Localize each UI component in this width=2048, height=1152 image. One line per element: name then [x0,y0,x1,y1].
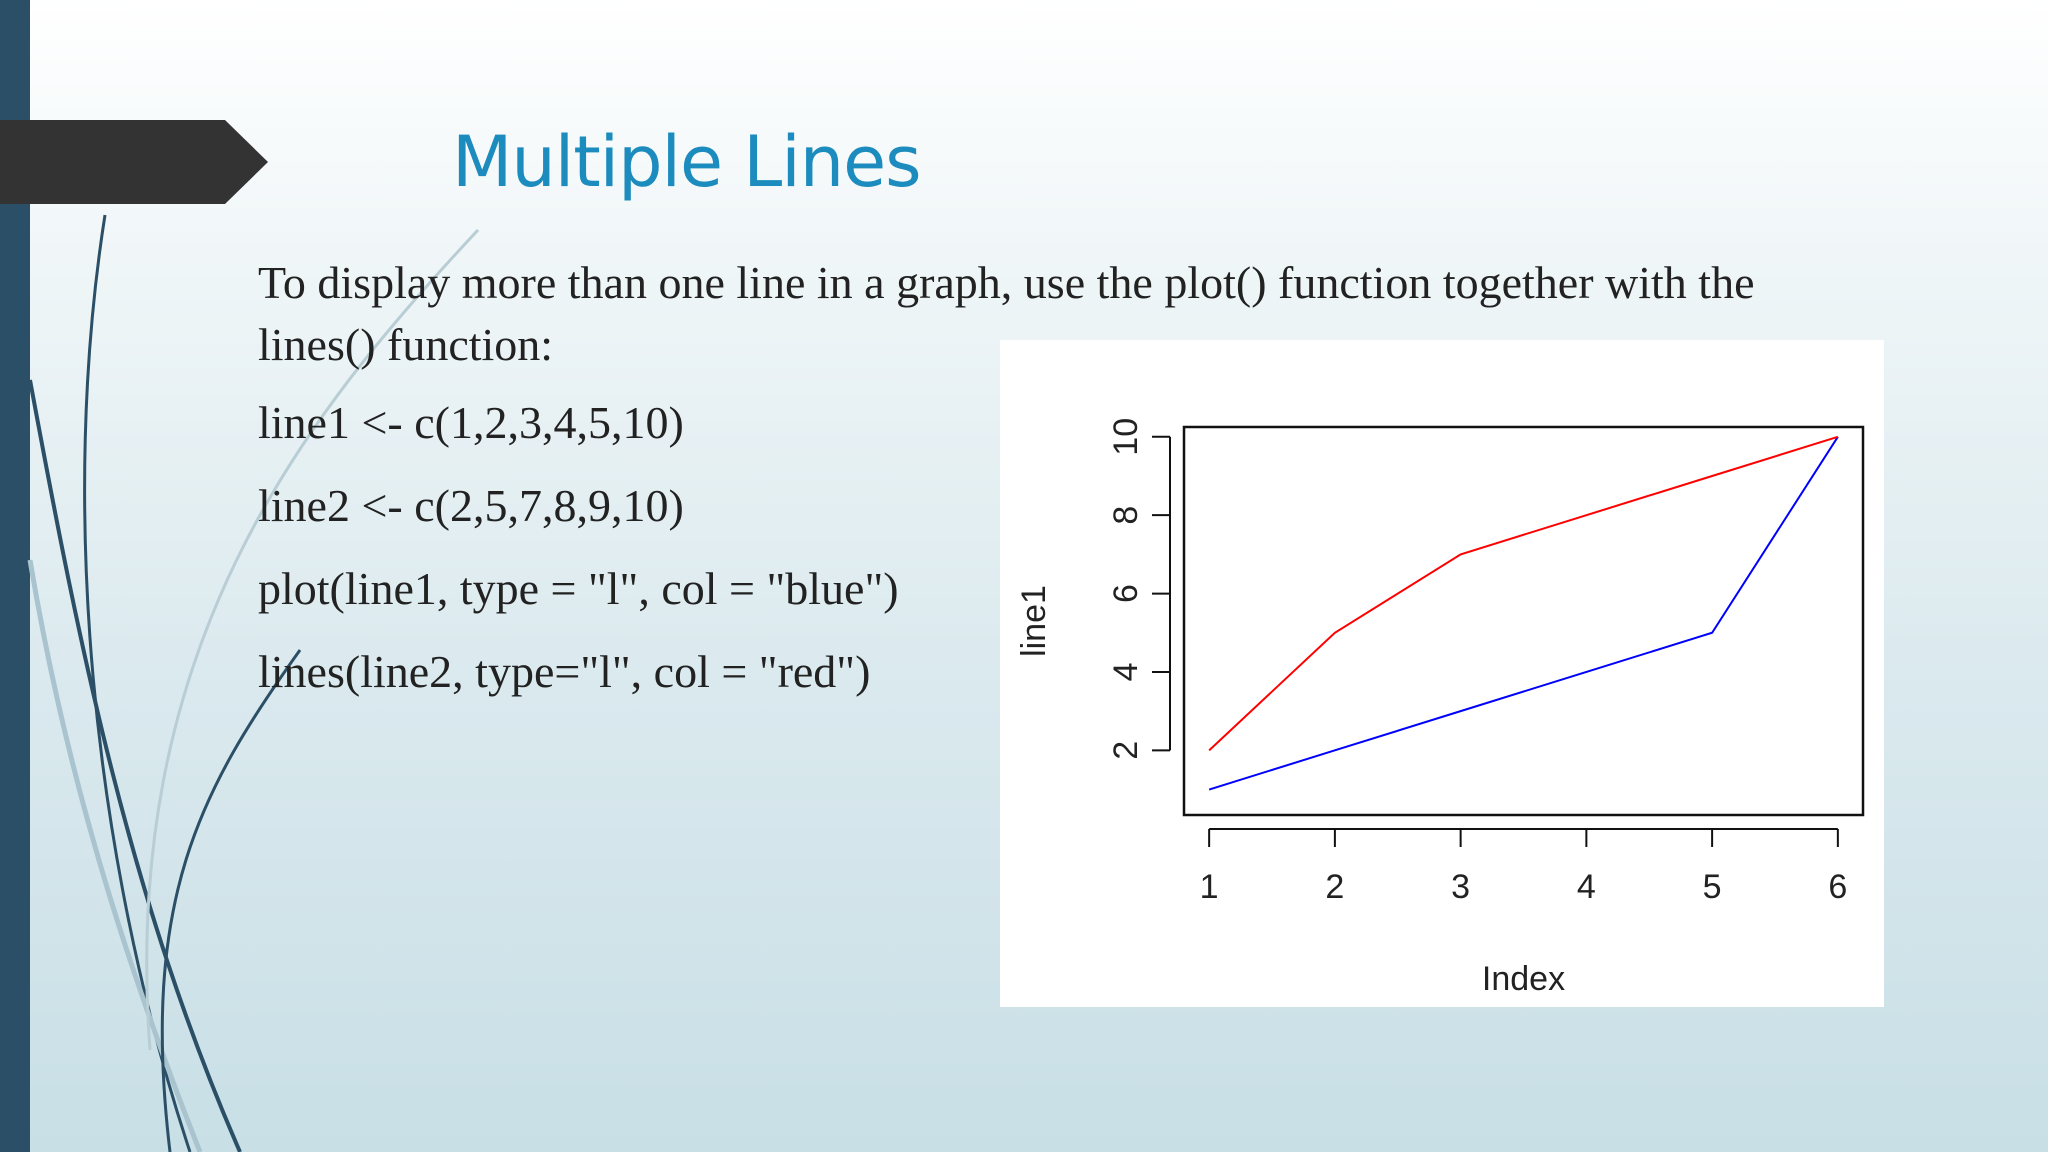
code-line-2: line2 <- c(2,5,7,8,9,10) [258,480,684,531]
x-axis-title: Index [1482,960,1565,998]
x-tick-label: 6 [1828,868,1847,906]
title-tab-arrow [0,120,268,204]
x-tick-label: 4 [1577,868,1596,906]
x-tick-label: 1 [1200,868,1219,906]
slide-body: To display more than one line in a graph… [258,252,1878,699]
y-tick-label: 4 [1107,662,1145,681]
y-tick-label: 10 [1107,418,1145,456]
code-line-1: line1 <- c(1,2,3,4,5,10) [258,397,684,448]
y-tick-label: 8 [1107,506,1145,525]
plot-frame [1182,425,1865,817]
slide-title: Multiple Lines [452,121,922,203]
chart-image: 1 2 3 4 5 6 2 4 6 8 10 Index line1 [1000,340,1884,1007]
series-line-2 [1208,435,1839,752]
intro-text: To display more than one line in a graph… [258,257,1755,370]
code-line-3: plot(line1, type = "l", col = "blue") [258,563,899,614]
y-axis-title: line1 [1015,585,1053,657]
y-tick-label: 2 [1107,741,1145,760]
x-tick-label: 3 [1451,868,1470,906]
x-tick-label: 5 [1703,868,1722,906]
code-line-4: lines(line2, type="l", col = "red") [258,646,871,697]
series-line-1 [1208,436,1839,791]
y-tick-label: 6 [1107,584,1145,603]
x-tick-label: 2 [1325,868,1344,906]
line-chart: 1 2 3 4 5 6 2 4 6 8 10 Index line1 [1015,418,1865,998]
